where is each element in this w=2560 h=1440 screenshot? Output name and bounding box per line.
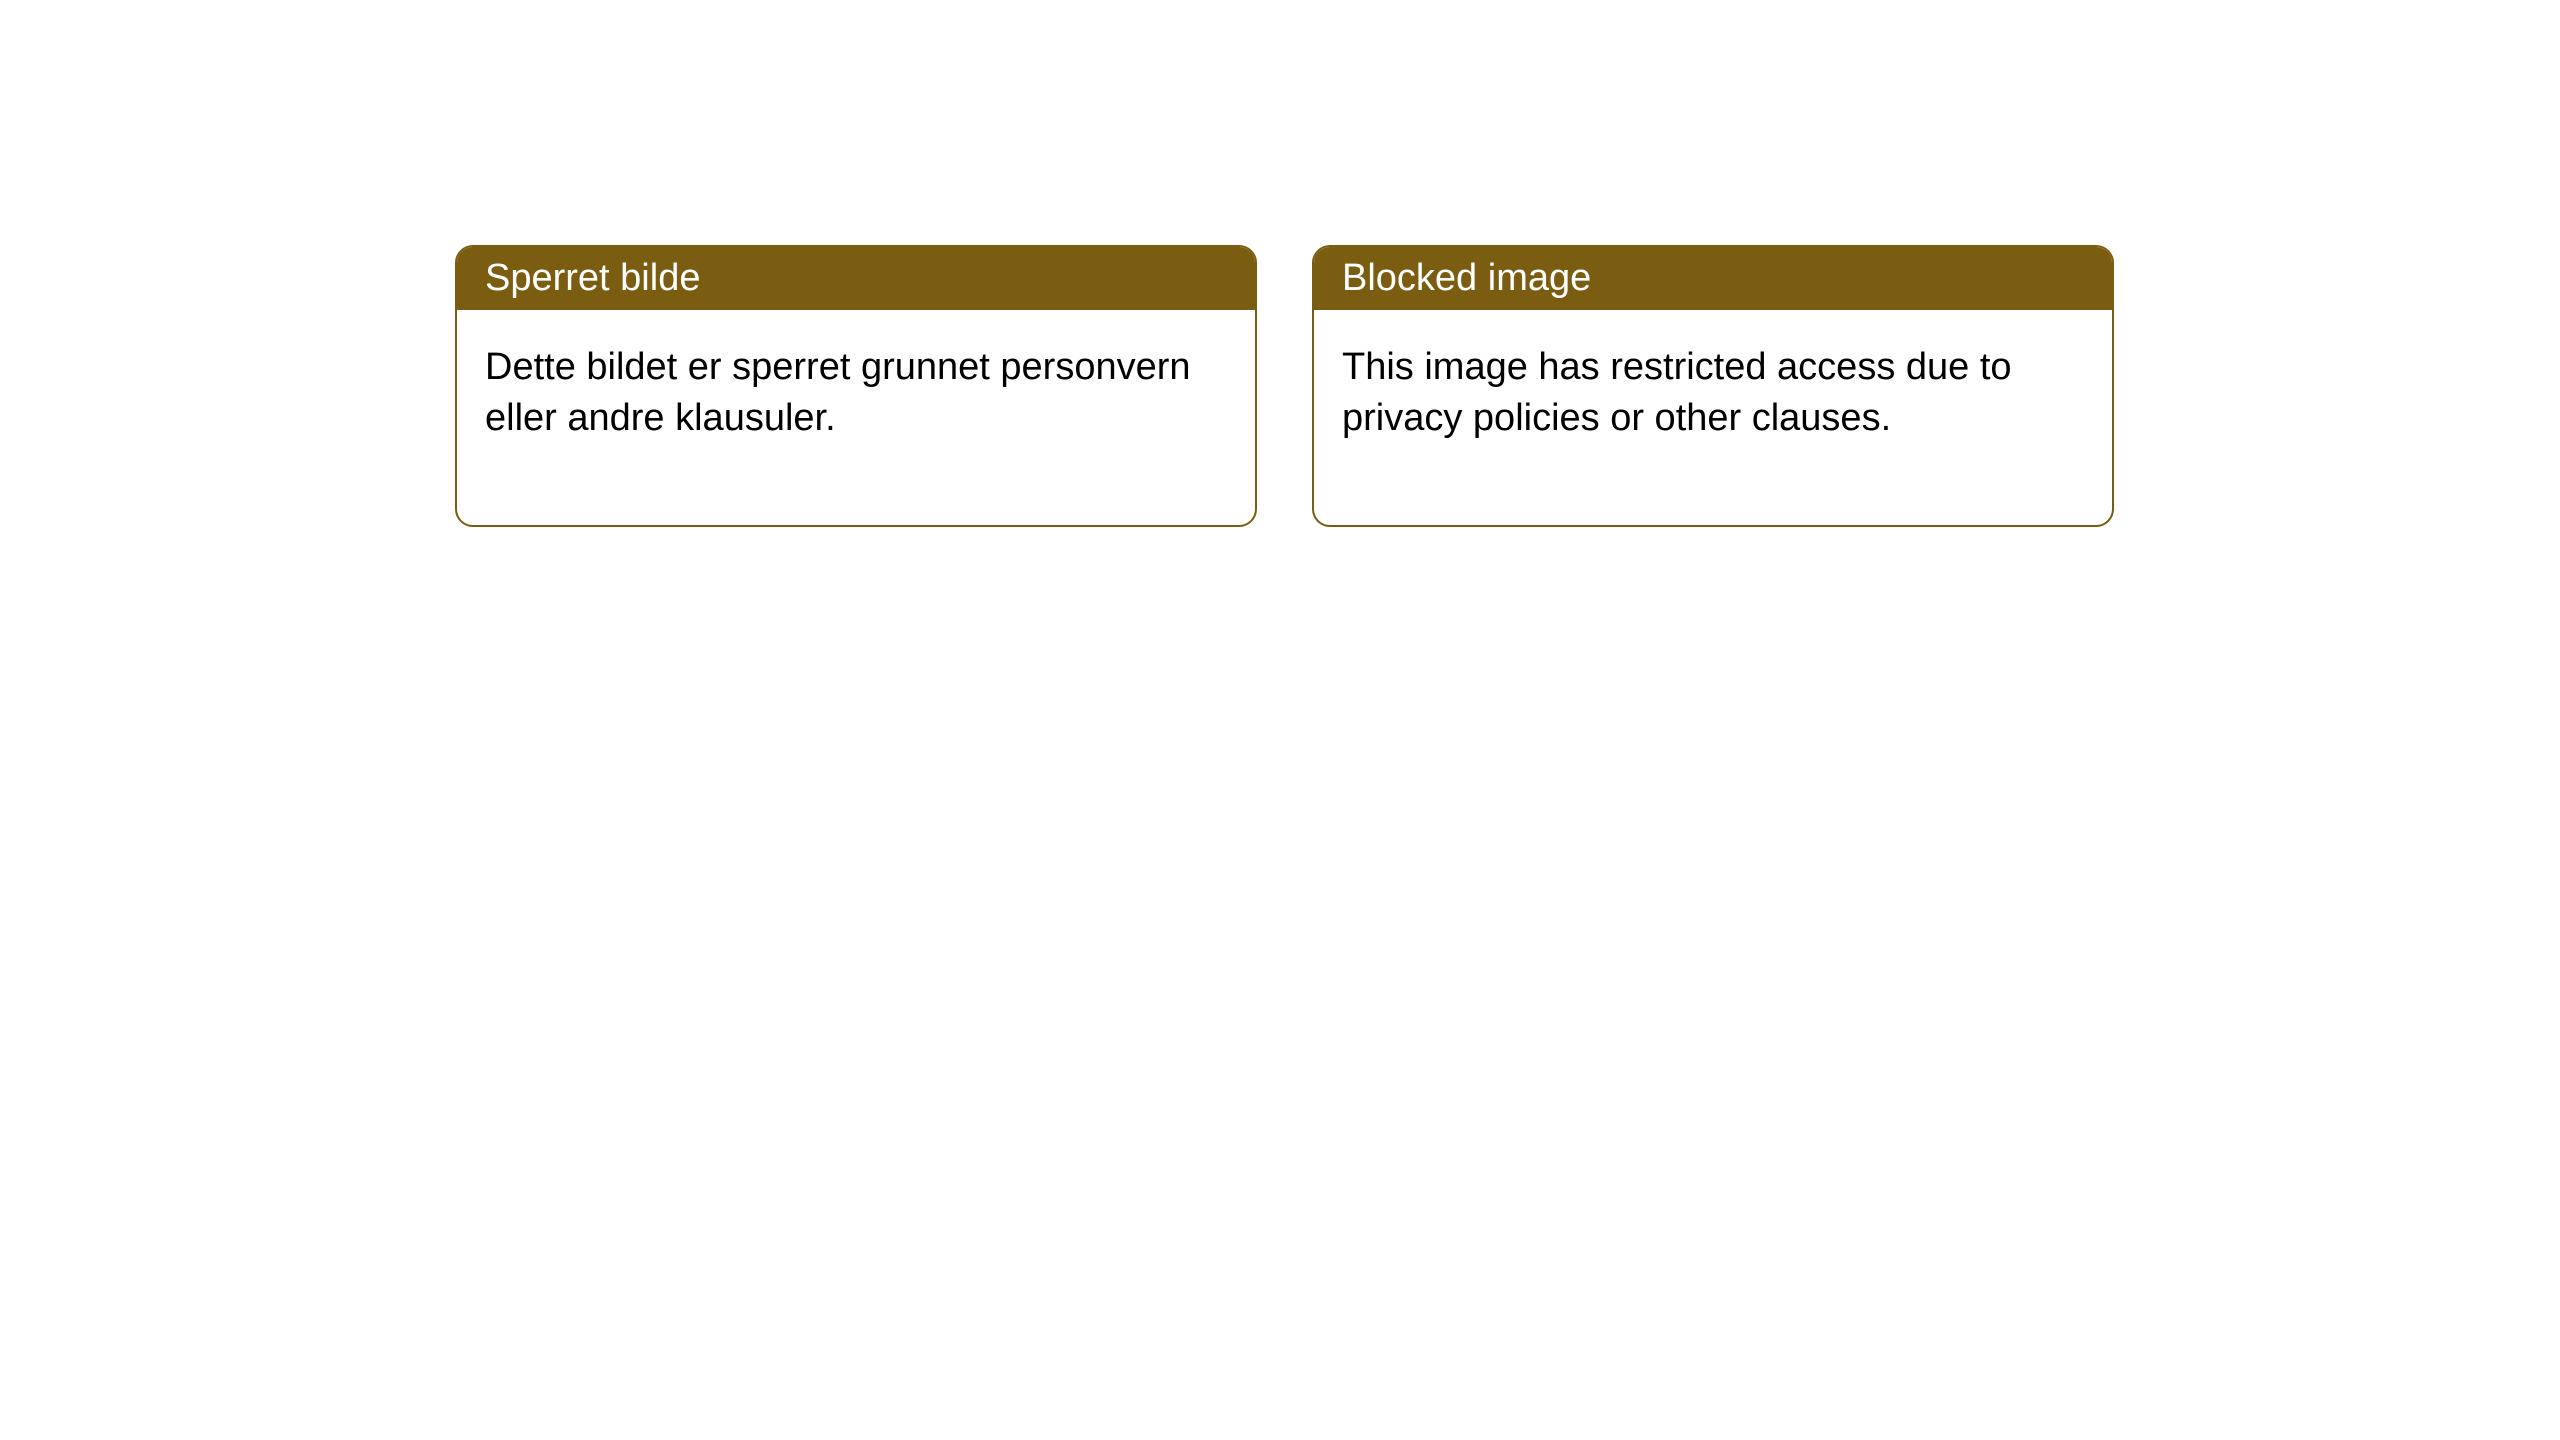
card-header: Sperret bilde bbox=[457, 247, 1255, 310]
notice-card-english: Blocked image This image has restricted … bbox=[1312, 245, 2114, 527]
notice-card-container: Sperret bilde Dette bildet er sperret gr… bbox=[455, 245, 2114, 527]
card-body: This image has restricted access due to … bbox=[1314, 310, 2112, 525]
card-title: Sperret bilde bbox=[485, 257, 700, 299]
card-body-text: This image has restricted access due to … bbox=[1342, 346, 2012, 439]
card-title: Blocked image bbox=[1342, 257, 1591, 299]
card-body-text: Dette bildet er sperret grunnet personve… bbox=[485, 346, 1191, 439]
card-header: Blocked image bbox=[1314, 247, 2112, 310]
notice-card-norwegian: Sperret bilde Dette bildet er sperret gr… bbox=[455, 245, 1257, 527]
card-body: Dette bildet er sperret grunnet personve… bbox=[457, 310, 1255, 525]
